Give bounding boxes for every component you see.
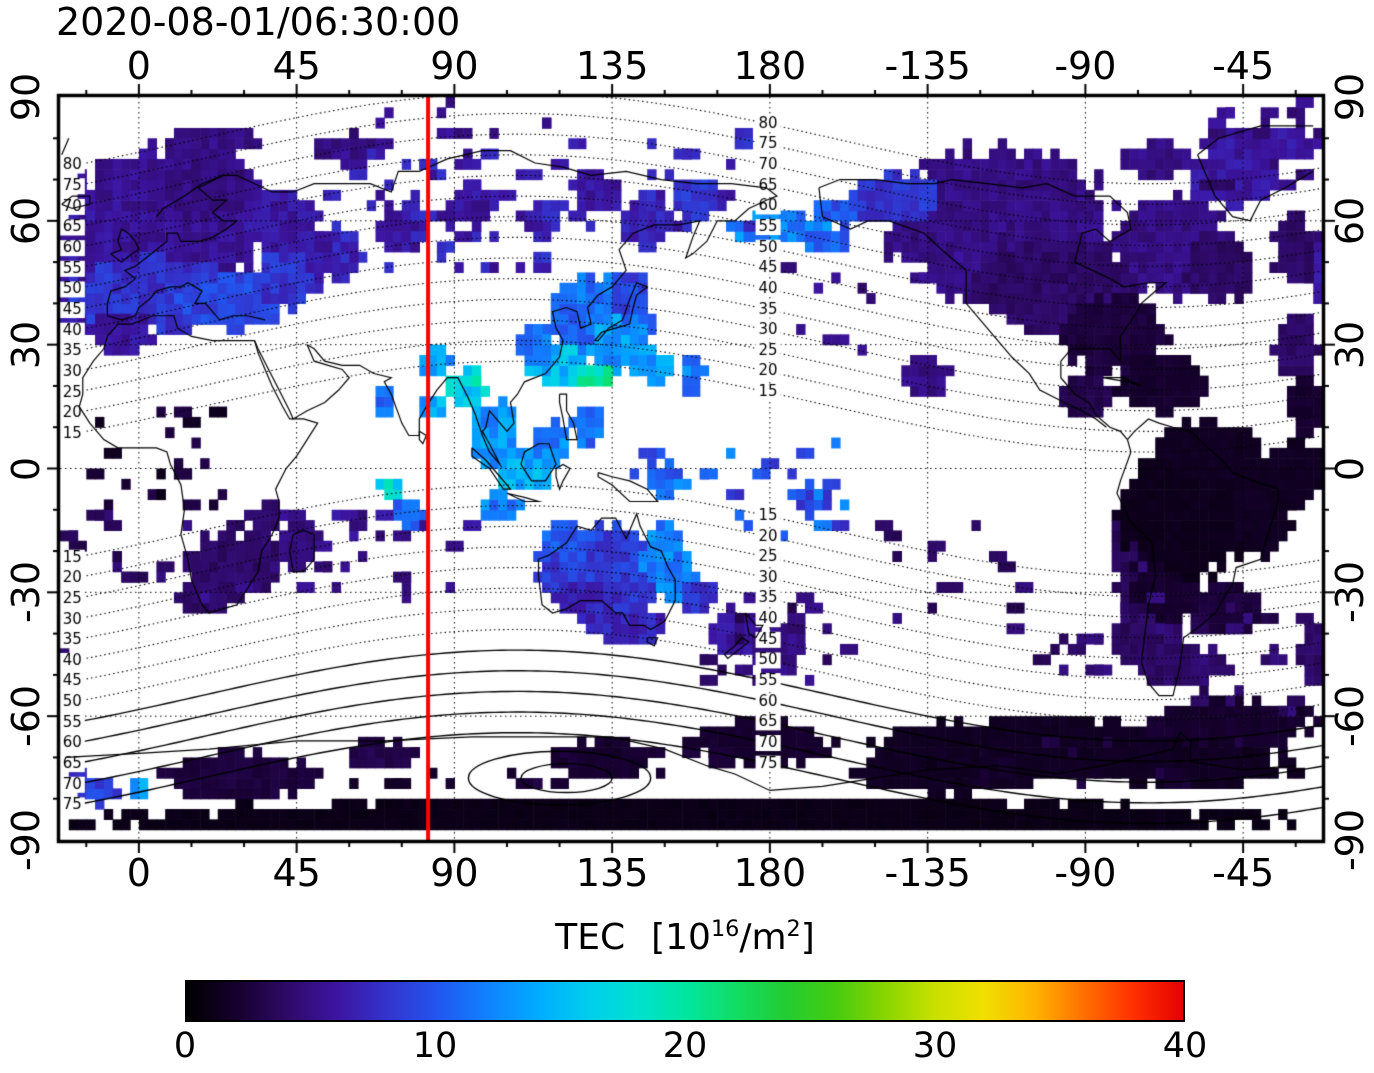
lon-axis-label-top: 0	[126, 44, 151, 88]
lat-axis-label-left: -90	[4, 808, 48, 872]
lon-axis-label-top: -90	[1054, 44, 1117, 88]
lat-axis-label-left: -30	[4, 561, 48, 624]
colorbar-title-exp: 16	[710, 916, 740, 942]
colorbar-title-unit-mid: /m	[739, 917, 787, 958]
colorbar-tick-label: 20	[662, 1026, 708, 1066]
lon-axis-label-bottom: -45	[1212, 851, 1275, 895]
lon-axis-label-bottom: 180	[733, 851, 807, 895]
lon-axis-label-top: 45	[272, 44, 321, 88]
colorbar-tick-label: 0	[173, 1026, 197, 1066]
lat-axis-label-right: -90	[1328, 808, 1372, 872]
colorbar-title-unit-open: [10	[651, 917, 711, 958]
lat-axis-label-right: -30	[1328, 561, 1372, 624]
lat-axis-label-right: 60	[1328, 196, 1372, 246]
lon-axis-label-bottom: 0	[126, 851, 151, 895]
lon-axis-label-top: 90	[430, 44, 479, 88]
colorbar-gradient	[185, 980, 1185, 1022]
lon-axis-label-top: 135	[575, 44, 649, 88]
lat-axis-label-left: -60	[4, 685, 48, 748]
lat-axis-label-left: 0	[4, 456, 48, 481]
lon-axis-label-bottom: -135	[884, 851, 971, 895]
lat-axis-label-left: 30	[4, 320, 48, 369]
colorbar-tick-label: 10	[412, 1026, 458, 1066]
lon-axis-label-top: -135	[884, 44, 971, 88]
lat-axis-label-right: 0	[1328, 456, 1372, 481]
lon-axis-label-bottom: 90	[430, 851, 479, 895]
colorbar-title-exp2: 2	[786, 916, 801, 942]
lon-axis-label-top: -45	[1212, 44, 1275, 88]
lat-axis-label-right: -60	[1328, 685, 1372, 748]
lon-axis-label-bottom: 45	[272, 851, 321, 895]
lon-axis-label-top: 180	[733, 44, 807, 88]
lon-axis-label-bottom: -90	[1054, 851, 1117, 895]
colorbar-tick-label: 40	[1162, 1026, 1208, 1066]
lat-axis-label-right: 30	[1328, 320, 1372, 369]
lat-axis-label-right: 90	[1328, 72, 1372, 122]
timestamp-title: 2020-08-01/06:30:00	[56, 0, 461, 44]
colorbar-tick-label: 30	[912, 1026, 958, 1066]
lat-axis-label-left: 90	[4, 72, 48, 122]
colorbar-title: TEC [1016/m2]	[185, 916, 1185, 958]
lon-axis-label-bottom: 135	[575, 851, 649, 895]
lat-axis-label-left: 60	[4, 196, 48, 246]
colorbar-title-unit-close: ]	[800, 917, 815, 958]
colorbar-title-word: TEC	[555, 917, 626, 958]
